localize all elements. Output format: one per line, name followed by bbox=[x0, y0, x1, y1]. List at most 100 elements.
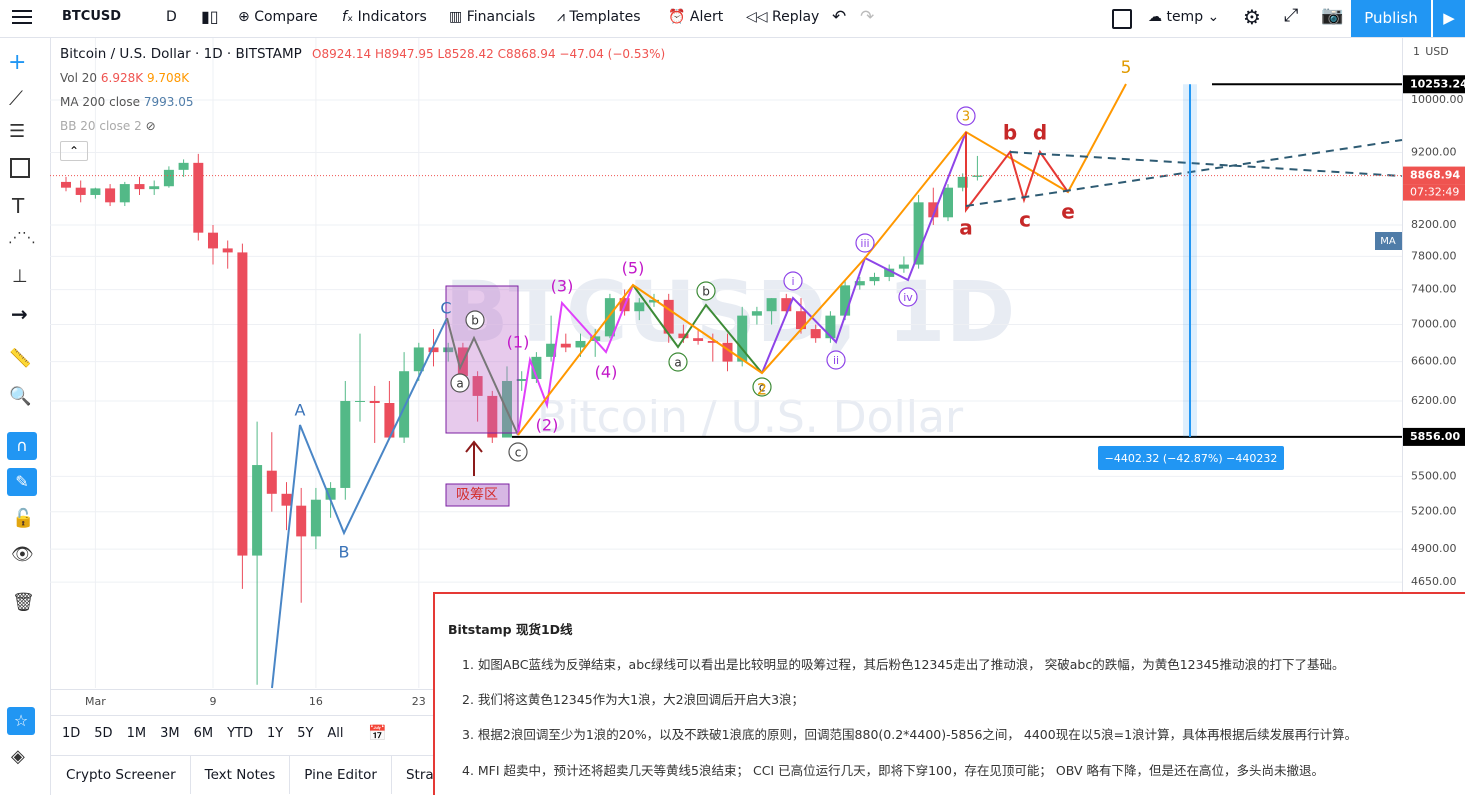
candle-body bbox=[854, 281, 865, 286]
wave-label: b bbox=[702, 285, 710, 299]
compare-button[interactable]: ⊕ Compare bbox=[238, 9, 318, 25]
wave-circle bbox=[508, 442, 528, 462]
candle-body bbox=[751, 311, 762, 316]
panel-tab[interactable]: Pine Editor bbox=[290, 756, 392, 794]
range-button[interactable]: 3M bbox=[160, 726, 180, 741]
wave-label: c bbox=[515, 446, 522, 460]
favorites[interactable]: ☆ bbox=[7, 707, 35, 735]
range-bar: 1D 5D 1M 3M 6M YTD 1Y 5Y All bbox=[62, 726, 358, 741]
arrow-tool[interactable]: → bbox=[11, 302, 28, 326]
range-button[interactable]: 5Y bbox=[297, 726, 314, 741]
chart-style[interactable]: ▮▯ bbox=[201, 7, 219, 26]
panel-tab[interactable]: Crypto Screener bbox=[52, 756, 191, 794]
visibility[interactable]: 👁 bbox=[11, 544, 34, 565]
candle-body bbox=[237, 252, 248, 556]
price-tag-label: 8868.94 bbox=[1410, 169, 1460, 182]
undo[interactable]: ↶ bbox=[832, 7, 847, 27]
drawing-line bbox=[271, 317, 448, 689]
candle-body bbox=[604, 298, 615, 337]
candle-body bbox=[208, 232, 218, 249]
replay-button[interactable]: ◁◁ Replay bbox=[746, 9, 820, 25]
wave-circle bbox=[696, 281, 716, 301]
watermark: Bitcoin / U.S. Dollar bbox=[537, 392, 964, 443]
note-paragraph: 3. 根据2浪回调至少为1浪的20%，以及不跌破1浪底的原则，回调范围880(0… bbox=[462, 727, 1358, 742]
range-button[interactable]: 1Y bbox=[266, 726, 284, 741]
range-button[interactable]: All bbox=[327, 726, 344, 741]
cursor-tool[interactable]: + bbox=[8, 50, 27, 75]
wave-label: iv bbox=[903, 291, 913, 304]
templates-button[interactable]: ⩘ Templates bbox=[557, 9, 641, 25]
remove[interactable]: 🗑 bbox=[12, 592, 35, 613]
candle-body bbox=[149, 186, 160, 190]
fullscreen-area[interactable] bbox=[1112, 9, 1132, 29]
candle-body bbox=[575, 340, 586, 348]
measure-box bbox=[1098, 446, 1284, 470]
panel-tab[interactable]: Text Notes bbox=[191, 756, 291, 794]
wave-label: 2 bbox=[757, 380, 767, 399]
range-button[interactable]: 6M bbox=[193, 726, 214, 741]
measure-label: −4402.32 (−42.87%) −440232 bbox=[1105, 452, 1278, 465]
price-tag bbox=[1403, 166, 1465, 185]
financials-button[interactable]: ▥ Financials bbox=[449, 9, 536, 25]
range-button[interactable]: YTD bbox=[227, 726, 253, 741]
wave-label: i bbox=[791, 275, 794, 288]
candle-body bbox=[472, 376, 483, 396]
shape-tool[interactable] bbox=[10, 158, 30, 178]
indicators-button[interactable]: fₓ Indicators bbox=[342, 9, 427, 25]
candle-body bbox=[928, 202, 939, 218]
collapse-legend[interactable]: ⌃ bbox=[60, 141, 88, 161]
object-tree[interactable]: ◈ bbox=[11, 746, 25, 767]
lock[interactable]: 🔓 bbox=[12, 508, 35, 529]
candle-body bbox=[134, 184, 145, 190]
play-button[interactable]: ▶ bbox=[1433, 0, 1465, 37]
candle-body bbox=[399, 371, 410, 438]
candle-body bbox=[531, 356, 542, 380]
zoom[interactable]: 🔍 bbox=[9, 386, 32, 407]
menu-icon[interactable] bbox=[12, 8, 32, 26]
text-tool[interactable]: T bbox=[12, 194, 25, 218]
legend-bb: BB 20 close 2 ⊘ bbox=[60, 119, 156, 133]
change: −47.04 (−0.53%) bbox=[559, 47, 666, 61]
interval[interactable]: D bbox=[166, 9, 177, 25]
goto-date[interactable]: 📅 bbox=[368, 724, 387, 742]
wave-circle bbox=[668, 352, 688, 372]
pattern-tool[interactable]: ⋰⋱ bbox=[8, 230, 36, 246]
redo[interactable]: ↷ bbox=[860, 7, 875, 27]
range-button[interactable]: 1D bbox=[62, 726, 81, 741]
candle-body bbox=[369, 400, 380, 404]
note-title: Bitstamp 现货1D线 bbox=[448, 622, 573, 637]
wave-circle bbox=[855, 233, 875, 253]
price-tag bbox=[1403, 427, 1465, 446]
magnet[interactable]: ∩ bbox=[7, 432, 37, 460]
fib-tool[interactable]: ☰ bbox=[9, 121, 26, 142]
wave-label: B bbox=[339, 543, 350, 562]
name: Vol 20 bbox=[60, 71, 98, 85]
settings[interactable]: ⚙ bbox=[1243, 5, 1261, 29]
ruler[interactable]: 📏 bbox=[9, 348, 32, 369]
candle-body bbox=[428, 347, 439, 353]
candle-body bbox=[340, 400, 351, 488]
stay-drawing[interactable]: ✎ bbox=[7, 468, 37, 496]
price-tag-label: 10253.24 bbox=[1410, 77, 1465, 90]
fullscreen[interactable]: ⤢ bbox=[1284, 5, 1299, 26]
drawing-line bbox=[1009, 151, 1403, 177]
countdown: 07:32:49 bbox=[1410, 186, 1459, 199]
high: H8947.95 bbox=[374, 47, 434, 61]
layout-button[interactable]: ☁ temp ⌄ bbox=[1148, 9, 1220, 25]
forecast-tool[interactable]: ⊥ bbox=[12, 266, 28, 287]
alert-button[interactable]: ⏰ Alert bbox=[668, 9, 724, 25]
open: O8924.14 bbox=[312, 47, 372, 61]
x-tick-label: 9 bbox=[210, 695, 217, 708]
line-tool[interactable]: ⟋ bbox=[9, 86, 23, 110]
snapshot[interactable]: 📷 bbox=[1321, 5, 1344, 26]
range-button[interactable]: 5D bbox=[94, 726, 113, 741]
symbol-search[interactable]: BTCUSD bbox=[62, 9, 122, 24]
wave-label: a bbox=[959, 216, 973, 240]
range-button[interactable]: 1M bbox=[126, 726, 147, 741]
candle-body bbox=[766, 298, 777, 312]
ma-tag-label: MA bbox=[1380, 236, 1396, 247]
publish-button[interactable]: Publish bbox=[1351, 0, 1431, 37]
x-tick-label: 16 bbox=[309, 695, 323, 708]
currency: USD bbox=[1425, 45, 1449, 58]
